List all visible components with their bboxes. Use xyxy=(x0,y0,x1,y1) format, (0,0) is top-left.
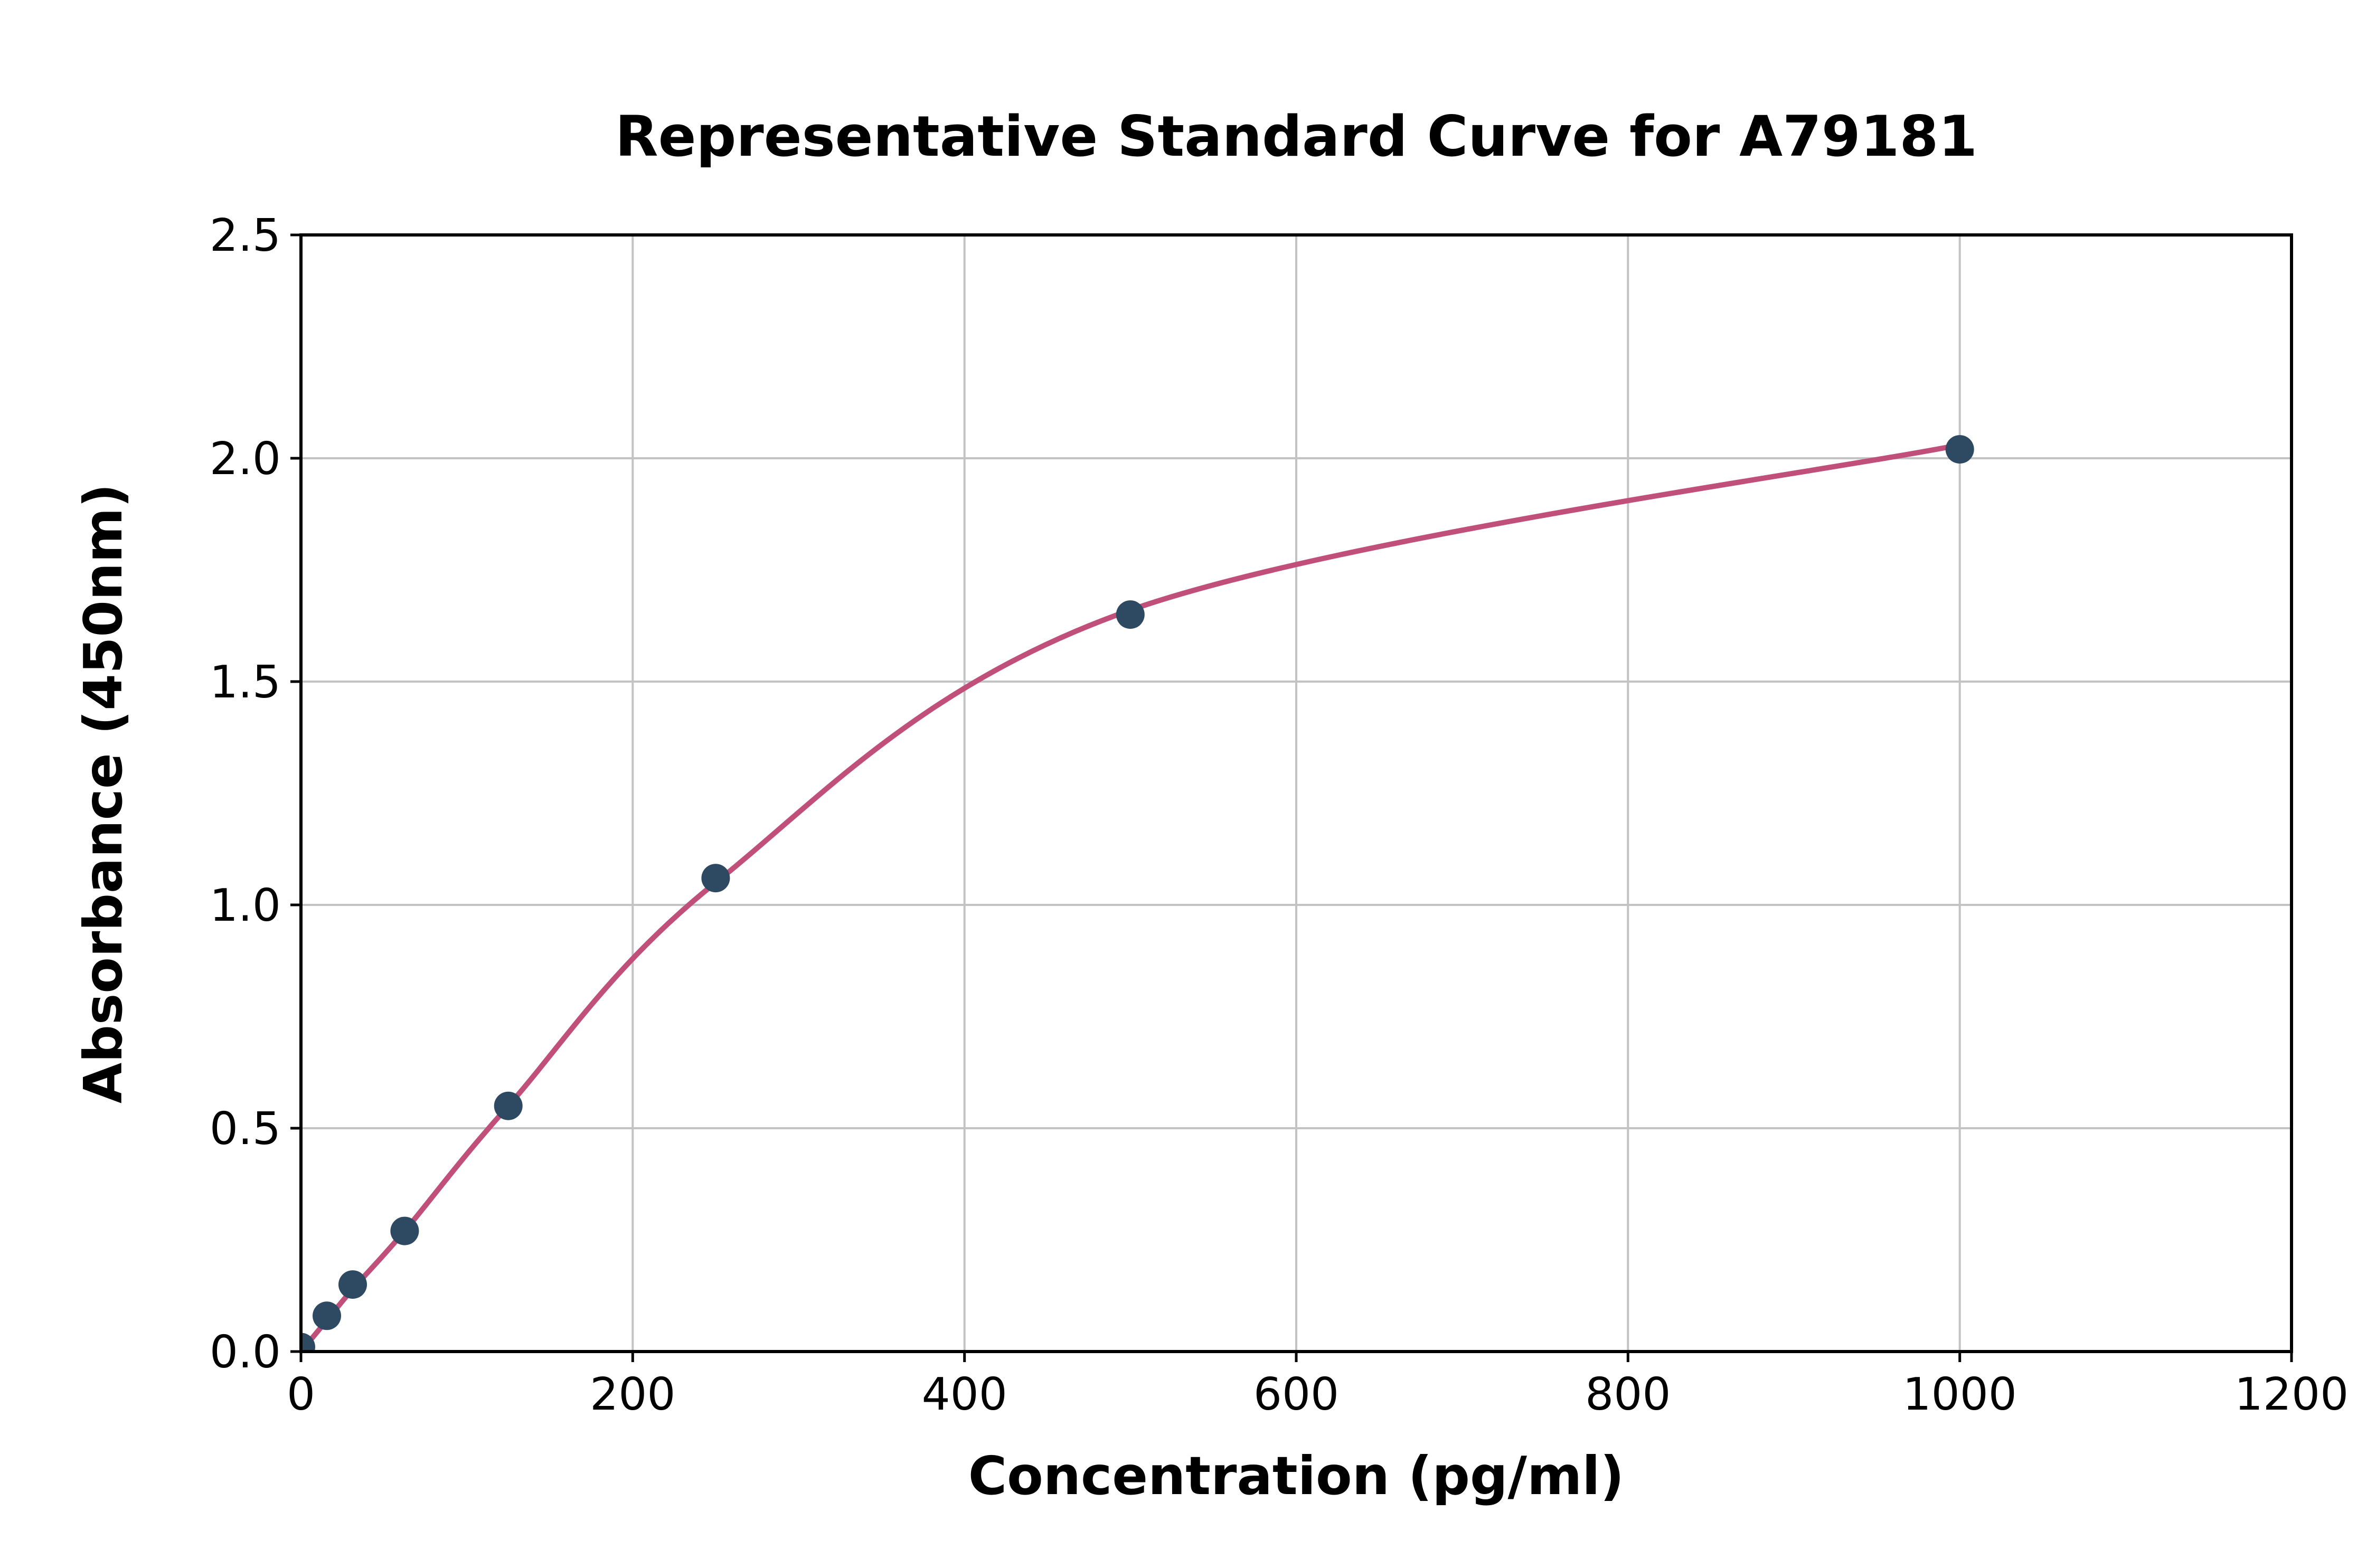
fit-curve xyxy=(301,442,1963,1352)
y-axis-label: Absorbance (450nm) xyxy=(72,484,134,1103)
x-tick-label: 1000 xyxy=(1903,1368,2017,1421)
y-tick-label: 1.0 xyxy=(210,880,281,932)
data-point xyxy=(313,1301,341,1330)
y-tick-label: 2.0 xyxy=(210,433,281,485)
x-axis-label: Concentration (pg/ml) xyxy=(968,1445,1625,1507)
chart-title: Representative Standard Curve for A79181 xyxy=(615,104,1977,169)
x-tick-label: 400 xyxy=(922,1368,1007,1421)
data-point xyxy=(701,864,730,893)
x-tick-label: 600 xyxy=(1253,1368,1339,1421)
x-tick-label: 800 xyxy=(1585,1368,1671,1421)
x-tick-label: 1200 xyxy=(2234,1368,2349,1421)
x-tick-label: 0 xyxy=(287,1368,315,1421)
data-point xyxy=(1116,600,1145,629)
x-tick-label: 200 xyxy=(590,1368,675,1421)
data-point xyxy=(390,1216,419,1245)
y-tick-label: 0.0 xyxy=(210,1326,281,1378)
y-tick-label: 2.5 xyxy=(210,210,281,262)
y-tick-label: 0.5 xyxy=(210,1103,281,1155)
data-point xyxy=(338,1270,367,1299)
data-layer xyxy=(301,435,1974,1352)
data-point xyxy=(301,1333,315,1352)
y-tick-label: 1.5 xyxy=(210,656,281,709)
data-point xyxy=(494,1091,523,1120)
plot-area: 0 200 400 600 800 1000 1200 0.0 0.5 1.0 1.5 2.0 2.5 xyxy=(210,210,2349,1421)
data-point xyxy=(1945,435,1974,464)
